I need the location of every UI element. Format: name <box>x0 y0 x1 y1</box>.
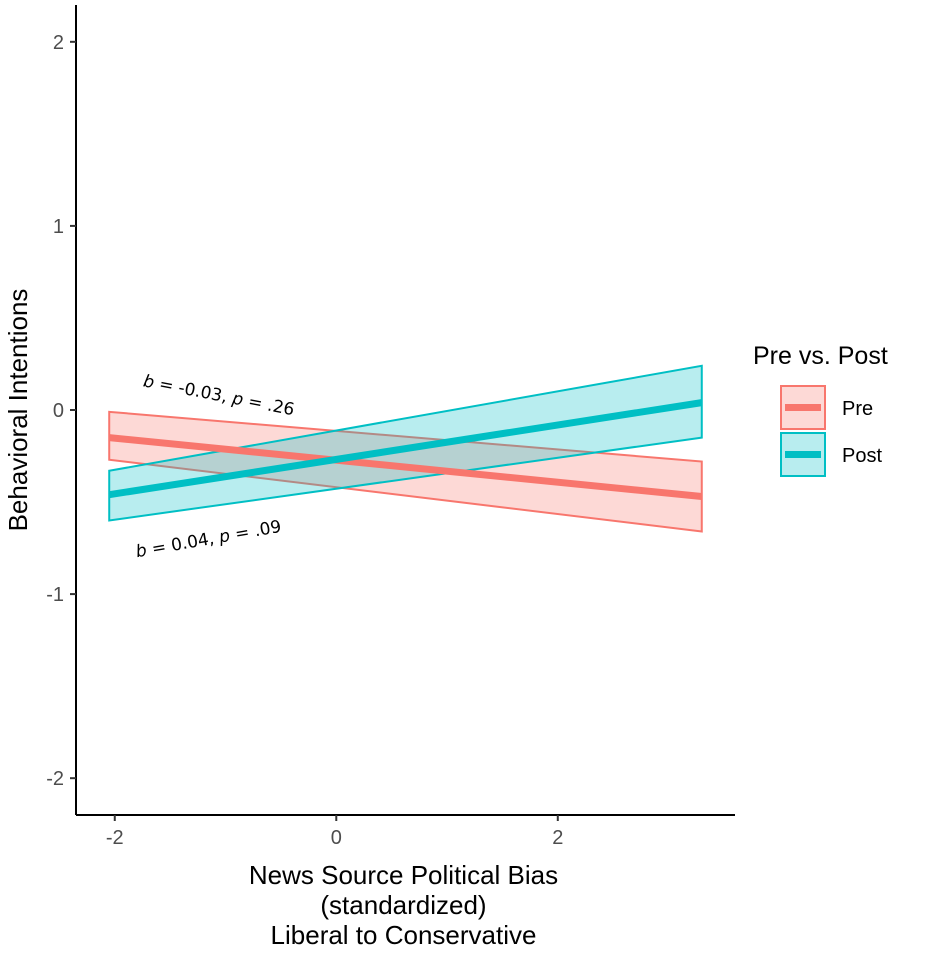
legend-title: Pre vs. Post <box>753 342 888 370</box>
legend: Pre vs. Post Pre Post <box>753 342 888 477</box>
annotation-2: b = 0.04, p = .09 <box>134 517 283 562</box>
x-axis-title-line: Liberal to Conservative <box>271 920 537 950</box>
y-axis-title: Behavioral Intentions <box>3 289 33 532</box>
ci-band-post <box>108 364 703 522</box>
legend-label-post: Post <box>842 445 882 467</box>
annotation-1: b = -0.03, p = .26 <box>141 371 296 420</box>
regression-lines <box>108 399 703 501</box>
line-post <box>108 399 703 499</box>
x-tick-label: 0 <box>331 827 342 849</box>
x-axis-title-line: News Source Political Bias <box>249 860 558 890</box>
y-tick-label: -2 <box>46 768 64 790</box>
legend-label-pre: Pre <box>842 398 873 420</box>
y-tick-label: 0 <box>53 400 64 422</box>
legend-item-pre: Pre <box>780 385 873 430</box>
line-pre <box>108 434 703 501</box>
x-tick-label: 2 <box>552 827 563 849</box>
x-axis-title-line: (standardized) <box>320 890 486 920</box>
ci-band-pre <box>108 410 703 533</box>
y-tick-label: 1 <box>53 216 64 238</box>
axes: -2 -1 0 1 2 -2 0 2 News Source Political Bias(st… <box>3 5 735 950</box>
x-tick-label: -2 <box>106 827 124 849</box>
y-tick-label: -1 <box>46 584 64 606</box>
y-tick-label: 2 <box>53 32 64 54</box>
confidence-bands <box>108 364 703 533</box>
legend-item-post: Post <box>780 432 882 477</box>
